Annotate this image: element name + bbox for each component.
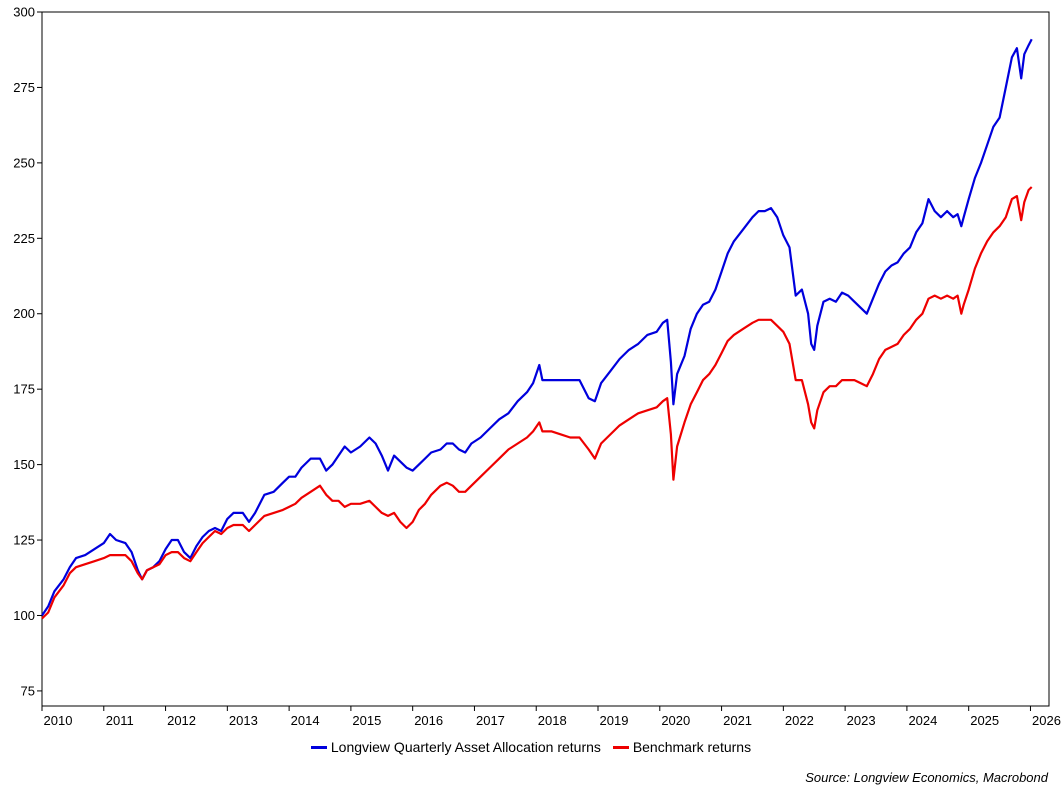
legend-label-benchmark: Benchmark returns <box>632 739 752 755</box>
legend-swatch-benchmark <box>612 745 629 749</box>
y-axis: 75 100 125 150 175 200 225 250 275 300 <box>13 5 42 698</box>
legend-swatch-longview <box>310 745 327 749</box>
x-tick-label: 2010 <box>44 713 73 728</box>
x-tick-label: 2019 <box>600 713 629 728</box>
x-tick-label: 2013 <box>229 713 258 728</box>
x-tick-label: 2017 <box>476 713 505 728</box>
y-tick-label: 275 <box>13 80 35 95</box>
x-tick-label: 2025 <box>970 713 999 728</box>
x-axis: 2010 2011 2012 2013 2014 2015 2016 2017 2018 2019… <box>41 706 1061 728</box>
source-note: Source: Longview Economics, Macrobond <box>805 770 1048 785</box>
y-tick-label: 225 <box>13 231 35 246</box>
x-tick-label: 2023 <box>847 713 876 728</box>
y-tick-label: 175 <box>13 382 35 397</box>
x-tick-label: 2020 <box>661 713 690 728</box>
y-tick-label: 75 <box>21 683 35 698</box>
series-line-benchmark <box>41 186 1033 620</box>
y-tick-label: 125 <box>13 533 35 548</box>
legend-label-longview: Longview Quarterly Asset Allocation retu… <box>330 739 601 755</box>
plot-frame <box>41 11 1050 707</box>
legend-item-benchmark: Benchmark returns <box>612 739 752 755</box>
y-tick-label: 250 <box>13 155 35 170</box>
x-tick-label: 2021 <box>723 713 752 728</box>
y-tick-label: 150 <box>13 457 35 472</box>
legend-item-longview: Longview Quarterly Asset Allocation retu… <box>310 739 601 755</box>
legend: Longview Quarterly Asset Allocation retu… <box>0 739 1062 755</box>
x-tick-label: 2024 <box>908 713 937 728</box>
x-tick-label: 2022 <box>785 713 814 728</box>
series-line-longview <box>41 38 1033 617</box>
x-tick-label: 2012 <box>167 713 196 728</box>
y-tick-label: 200 <box>13 306 35 321</box>
x-tick-label: 2016 <box>414 713 443 728</box>
y-tick-label: 100 <box>13 608 35 623</box>
y-tick-label: 300 <box>13 5 35 20</box>
x-tick-label: 2018 <box>538 713 567 728</box>
x-tick-label: 2014 <box>291 713 320 728</box>
x-tick-label: 2015 <box>352 713 381 728</box>
x-tick-label: 2026 <box>1032 713 1061 728</box>
x-tick-label: 2011 <box>106 713 134 728</box>
series-lines <box>41 38 1033 620</box>
